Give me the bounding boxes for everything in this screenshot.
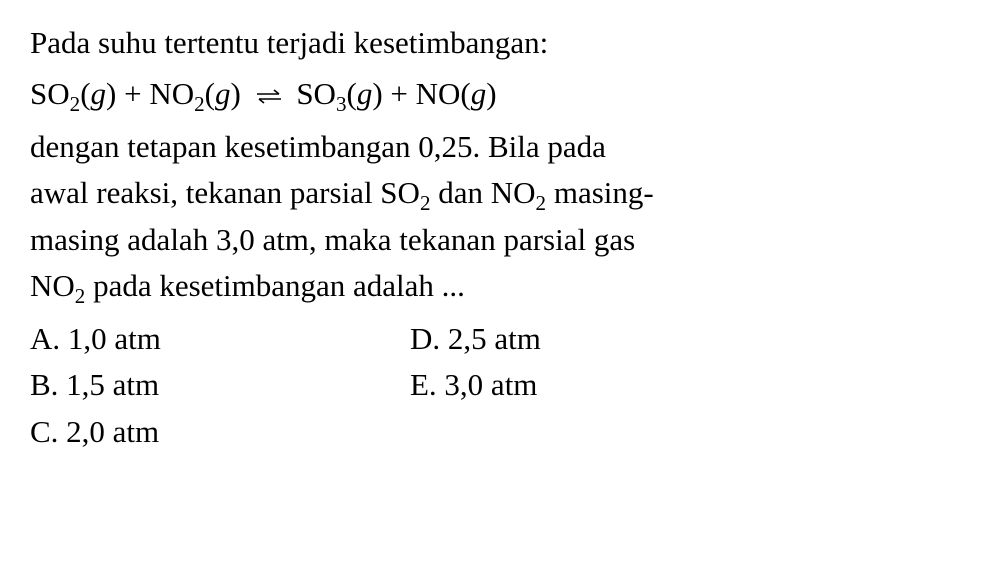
option-c: C. 2,0 atm	[30, 409, 350, 456]
option-d: D. 2,5 atm	[410, 316, 730, 363]
eq-t4-it: g	[215, 76, 231, 111]
eq-t8: ) + NO(	[372, 76, 470, 111]
question-block: Pada suhu tertentu terjadi kesetimbangan…	[30, 20, 955, 455]
eq-t5: )	[230, 76, 240, 111]
option-e: E. 3,0 atm	[410, 362, 730, 409]
eq-t1-sub: 2	[70, 92, 81, 116]
option-b: B. 1,5 atm	[30, 362, 350, 409]
body-line-3: masing adalah 3,0 atm, maka tekanan pars…	[30, 217, 955, 264]
eq-t6-sub: 3	[336, 92, 347, 116]
body-line-4: NO2 pada kesetimbangan adalah ...	[30, 263, 955, 310]
eq-t1: SO	[30, 76, 70, 111]
eq-t9: )	[486, 76, 496, 111]
bl2-a: awal reaksi, tekanan parsial SO	[30, 175, 420, 210]
eq-t6: SO	[296, 76, 336, 111]
eq-t3-sub: 2	[194, 92, 205, 116]
equation-line: SO2(g) + NO2(g) SO3(g) + NO(g)	[30, 71, 955, 120]
eq-so2: SO2	[30, 76, 80, 111]
eq-t7-it: g	[357, 76, 373, 111]
eq-t3: ) + NO	[106, 76, 194, 111]
eq-t2-it: g	[91, 76, 107, 111]
bl2-a-sub: 2	[420, 191, 431, 215]
bl4-a: NO	[30, 268, 75, 303]
body-line-1: dengan tetapan kesetimbangan 0,25. Bila …	[30, 124, 955, 171]
bl4-b: pada kesetimbangan adalah ...	[85, 268, 465, 303]
eq-t2: (	[80, 76, 90, 111]
eq-so3: SO3	[296, 76, 346, 111]
option-blank	[410, 409, 730, 456]
equilibrium-arrow-icon	[255, 73, 283, 120]
eq-t8-it: g	[471, 76, 487, 111]
bl2-c: masing-	[546, 175, 654, 210]
eq-t7: (	[347, 76, 357, 111]
body-line-2: awal reaksi, tekanan parsial SO2 dan NO2…	[30, 170, 955, 217]
options-grid: A. 1,0 atm D. 2,5 atm B. 1,5 atm E. 3,0 …	[30, 316, 730, 456]
bl2-b-sub: 2	[536, 191, 547, 215]
intro-line: Pada suhu tertentu terjadi kesetimbangan…	[30, 20, 955, 67]
option-a: A. 1,0 atm	[30, 316, 350, 363]
bl2-b: dan NO	[430, 175, 535, 210]
bl4-a-sub: 2	[75, 284, 86, 308]
eq-t4: (	[205, 76, 215, 111]
